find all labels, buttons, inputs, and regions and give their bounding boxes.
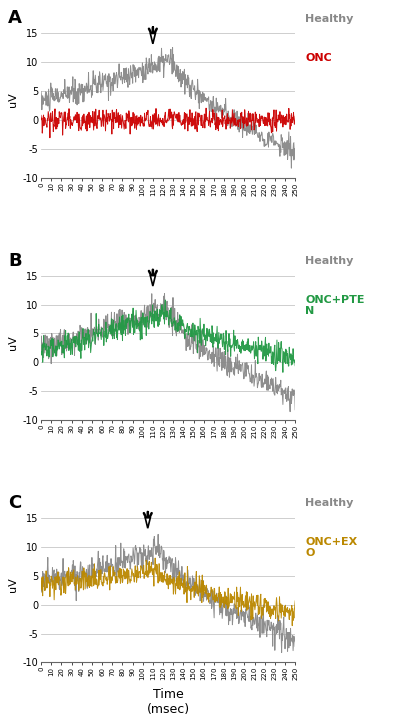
X-axis label: Time
(msec): Time (msec) [146,689,189,716]
Text: Healthy: Healthy [305,14,353,24]
Y-axis label: uV: uV [8,92,18,107]
Text: B: B [8,252,22,269]
Text: ONC: ONC [305,53,331,63]
Polygon shape [145,518,150,529]
Y-axis label: uV: uV [8,335,18,349]
Polygon shape [150,33,155,44]
Text: ONC+EX
O: ONC+EX O [305,537,357,558]
Text: ONC+PTE
N: ONC+PTE N [305,296,364,316]
Text: A: A [8,9,22,28]
Text: Healthy: Healthy [305,256,353,266]
Text: C: C [8,494,21,512]
Y-axis label: uV: uV [8,577,18,592]
Polygon shape [150,276,155,286]
Text: Healthy: Healthy [305,499,353,508]
